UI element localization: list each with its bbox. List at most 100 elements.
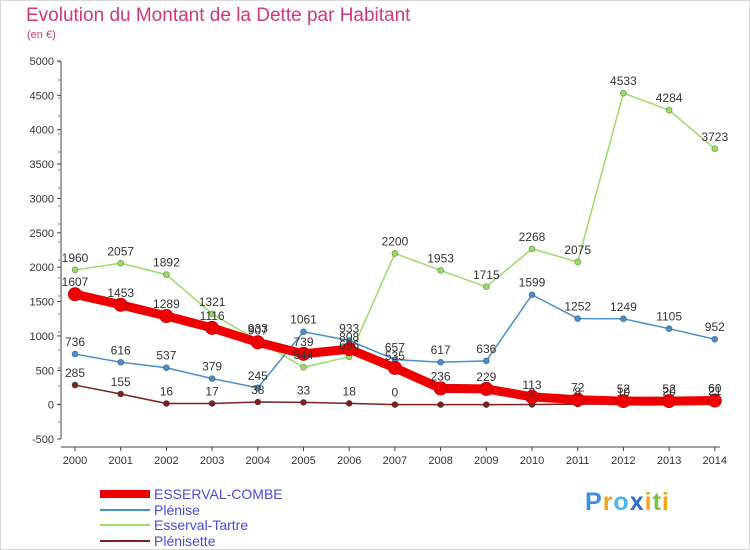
data-label: 379 <box>202 360 222 374</box>
data-label: 1252 <box>564 300 591 314</box>
data-label: 657 <box>385 340 405 354</box>
data-point <box>300 328 307 336</box>
x-tick-label: 2011 <box>566 455 590 467</box>
x-tick-label: 2003 <box>200 455 224 467</box>
data-label: 1607 <box>62 275 89 289</box>
data-label: 18 <box>343 384 357 398</box>
series-pl-nise <box>71 291 719 392</box>
data-label: 60 <box>708 382 722 396</box>
y-tick-label: 1500 <box>30 297 54 309</box>
data-point <box>117 390 125 398</box>
x-tick-label: 2000 <box>63 455 87 467</box>
y-tick-label: 3000 <box>30 193 54 205</box>
data-label: 2075 <box>564 243 591 257</box>
x-tick-label: 2004 <box>246 455 270 467</box>
data-point <box>482 357 490 365</box>
data-point <box>162 364 170 372</box>
y-tick-label: 2500 <box>30 228 54 240</box>
data-point <box>254 384 262 392</box>
data-point <box>665 106 673 114</box>
x-tick-label: 2012 <box>611 455 635 467</box>
x-tick-label: 2005 <box>291 455 315 467</box>
data-label: 933 <box>248 322 268 336</box>
data-label: 535 <box>385 349 405 363</box>
y-tick-label: 4500 <box>30 90 54 102</box>
data-point <box>437 267 445 274</box>
data-point <box>342 342 357 357</box>
data-label: 52 <box>662 382 676 396</box>
data-label: 616 <box>111 343 131 357</box>
data-label: 52 <box>617 382 631 396</box>
series-line <box>74 92 716 368</box>
data-label: 739 <box>293 335 313 349</box>
x-tick-label: 2007 <box>383 455 407 467</box>
legend-swatch <box>100 539 150 542</box>
data-point <box>250 335 265 350</box>
data-point <box>482 401 490 409</box>
data-label: 952 <box>705 320 725 334</box>
data-label: 1105 <box>656 310 682 324</box>
data-label: 229 <box>476 370 496 384</box>
data-label: 1289 <box>153 297 180 311</box>
data-label: 72 <box>571 381 585 395</box>
y-tick-label: 0 <box>48 400 54 412</box>
chart-axes: -500 0 500 1000 1500 2000 2500 3000 3500 4000 4500… <box>30 56 728 467</box>
legend-swatch <box>100 524 150 526</box>
data-point <box>68 287 82 302</box>
data-label: 736 <box>65 335 85 349</box>
data-label: 0 <box>392 386 399 400</box>
data-label: 636 <box>476 342 496 356</box>
data-point <box>574 258 582 266</box>
data-point <box>479 381 494 396</box>
legend-swatch <box>100 508 150 511</box>
legend-label: ESSERVAL-COMBE <box>154 486 283 502</box>
data-point <box>71 350 79 358</box>
data-point <box>117 358 125 366</box>
data-point <box>387 360 402 375</box>
y-tick-label: 2000 <box>30 262 54 274</box>
data-label: 537 <box>156 349 176 363</box>
y-tick-label: -500 <box>32 434 54 446</box>
data-label: 17 <box>205 384 219 398</box>
chart-title: Evolution du Montant de la Dette par Hab… <box>26 5 411 26</box>
data-point <box>620 89 627 97</box>
data-label: 236 <box>431 369 451 383</box>
x-tick-label: 2008 <box>428 455 452 467</box>
data-label: 1715 <box>473 268 500 282</box>
data-label: 4284 <box>656 91 683 105</box>
data-point <box>711 145 719 153</box>
data-point <box>208 400 216 407</box>
data-label: 933 <box>339 322 359 336</box>
data-label: 2268 <box>519 230 546 244</box>
x-tick-label: 2001 <box>108 455 132 467</box>
data-label: 3723 <box>701 130 728 144</box>
data-label: 1249 <box>610 300 637 314</box>
y-axis-unit-label: (en €) <box>27 29 56 41</box>
data-label: 155 <box>111 375 131 389</box>
data-point <box>71 381 79 389</box>
series-esserval-combe <box>68 287 722 409</box>
x-tick-label: 2006 <box>337 455 361 467</box>
data-point <box>300 398 307 406</box>
data-label: 1116 <box>200 309 225 323</box>
data-label: 696 <box>339 338 359 352</box>
data-label: 544 <box>293 348 313 362</box>
legend-swatch <box>100 490 150 498</box>
data-point <box>162 400 170 407</box>
data-label: 16 <box>160 385 174 399</box>
logo-letter: P <box>585 488 603 516</box>
data-label: 2057 <box>107 244 134 258</box>
data-label: 20 <box>662 384 676 398</box>
y-tick-label: 1000 <box>30 331 54 343</box>
data-label: 1321 <box>199 295 226 309</box>
data-label: 1960 <box>62 251 89 265</box>
data-point <box>525 389 539 404</box>
y-tick-label: 4000 <box>30 125 54 137</box>
data-label: 10 <box>617 385 631 399</box>
data-point <box>205 320 220 335</box>
data-label: 8 <box>574 385 581 399</box>
series-layer <box>68 89 722 409</box>
logo-letter: x <box>629 488 645 516</box>
data-point <box>707 393 722 408</box>
y-tick-label: 3500 <box>30 159 54 171</box>
